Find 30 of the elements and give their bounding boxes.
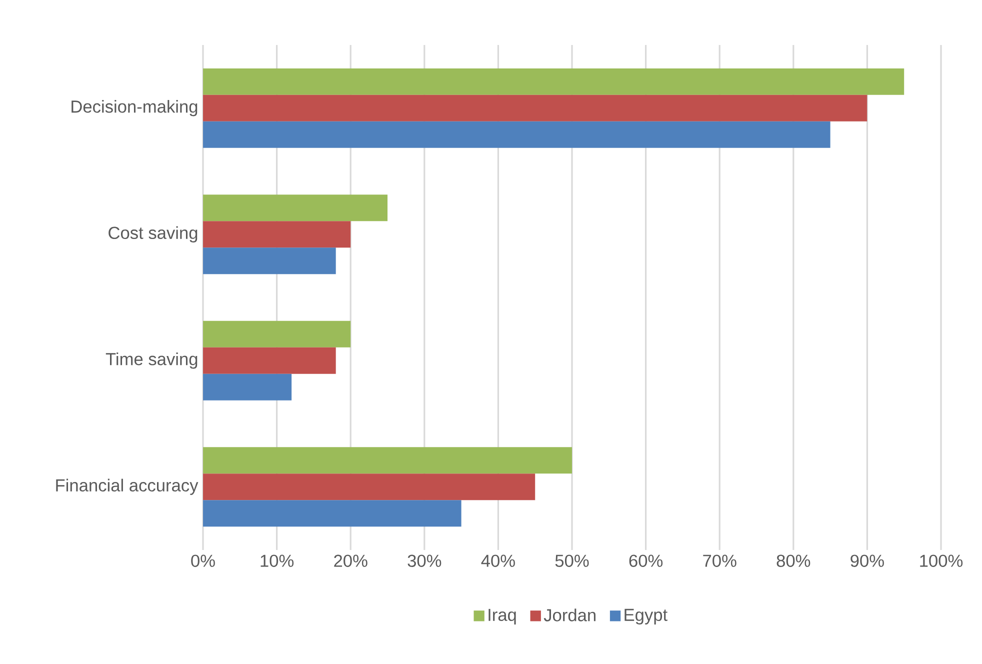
legend-label: Jordan	[544, 608, 596, 622]
y-tick-label: Decision-making	[72, 100, 198, 116]
y-tick-label: Time saving	[106, 352, 198, 369]
legend-label: Iraq	[488, 608, 516, 624]
bar	[203, 221, 351, 248]
x-tick-label: 40%	[481, 554, 515, 567]
legend-label: Egypt	[624, 608, 668, 624]
y-tick-label: Financial accuracy	[56, 478, 198, 495]
bar	[203, 68, 904, 95]
bar	[203, 447, 572, 474]
y-tick-label: Cost saving	[108, 226, 198, 242]
bar	[203, 248, 336, 274]
x-tick-label: 100%	[920, 554, 963, 567]
bar	[203, 347, 336, 374]
bar	[203, 474, 536, 500]
bar	[203, 500, 462, 527]
x-tick-label: 70%	[703, 554, 736, 567]
x-tick-label: 90%	[850, 554, 884, 567]
x-tick-label: 30%	[408, 554, 442, 567]
x-tick-label: 80%	[776, 554, 810, 567]
bar	[203, 320, 351, 348]
x-tick-label: 10%	[260, 554, 294, 567]
x-tick-label: 0%	[191, 554, 215, 567]
bar	[203, 94, 868, 122]
x-tick-label: 20%	[334, 554, 368, 567]
bar	[203, 121, 830, 148]
bar	[203, 194, 388, 222]
x-tick-label: 60%	[629, 554, 663, 567]
x-tick-label: 50%	[555, 554, 589, 567]
bar	[203, 374, 292, 400]
